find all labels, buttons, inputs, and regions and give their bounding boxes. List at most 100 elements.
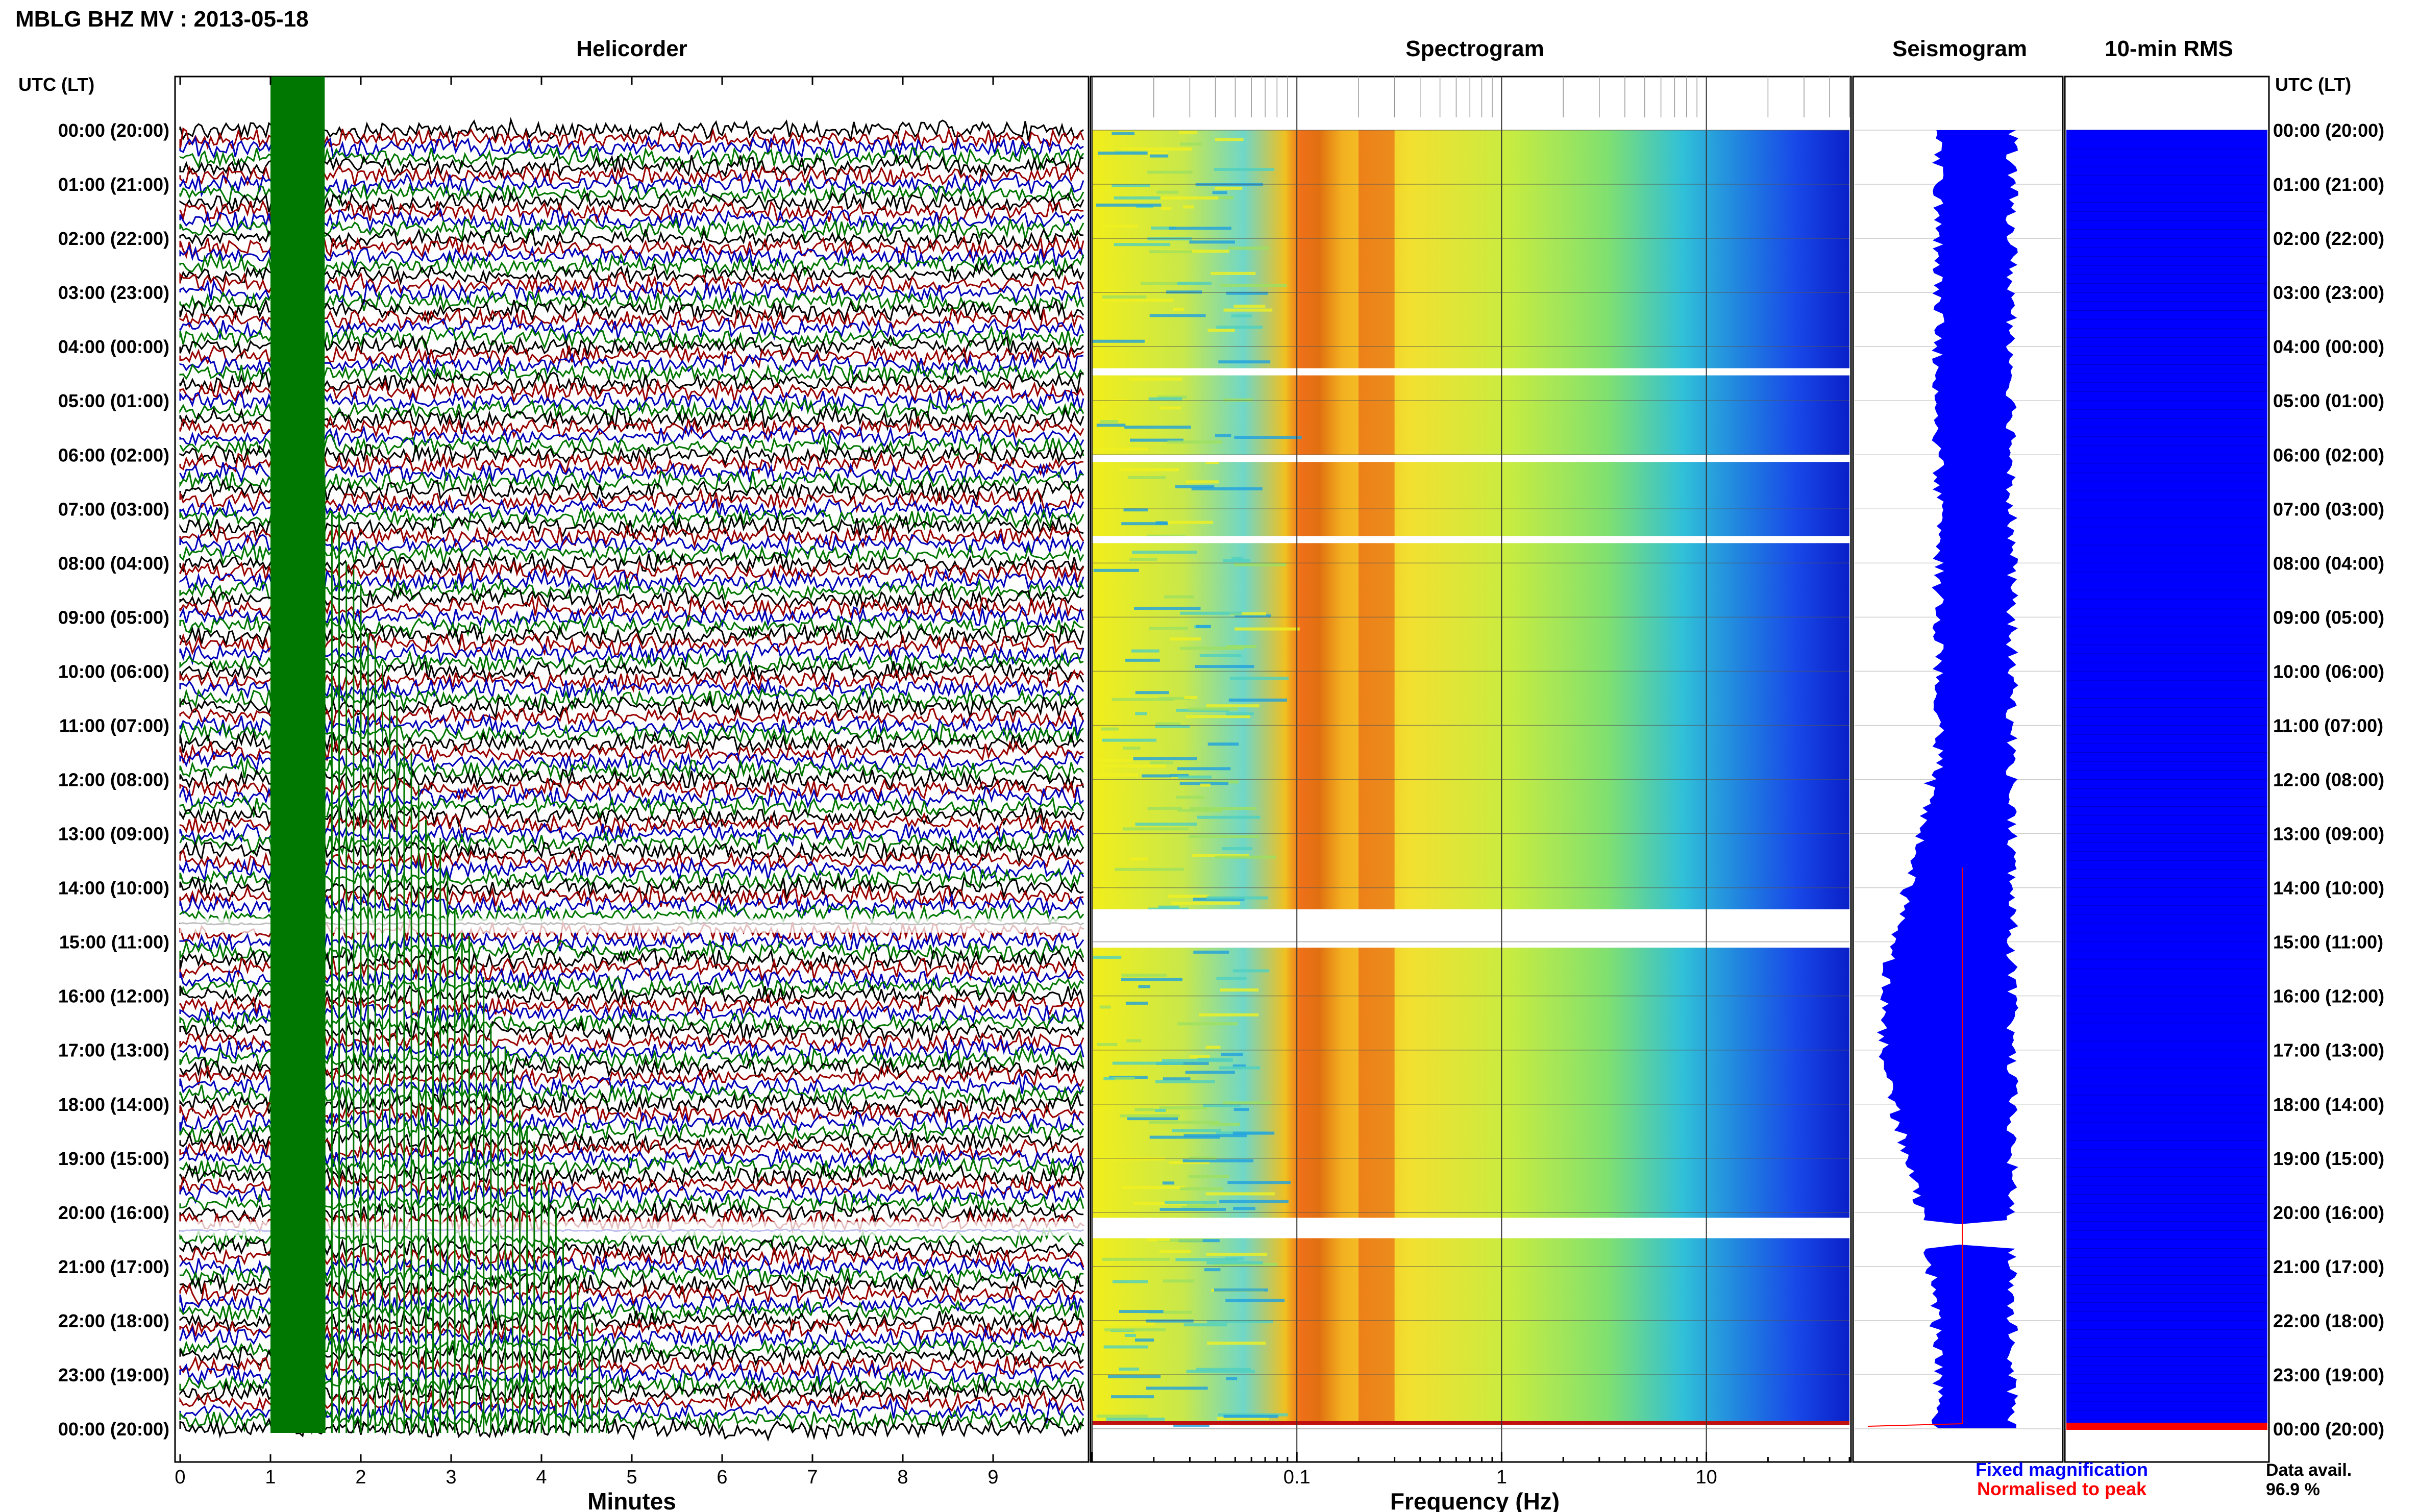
helicorder-trace-line [179,658,1084,684]
helicorder-tick-label: 1 [265,1467,276,1488]
spectrogram-streak [1205,1192,1275,1196]
spectrogram-streak [1180,1187,1223,1191]
helicorder-trace-line [179,830,1084,856]
spectrogram-streak [1107,1375,1161,1378]
spectrogram-streak [1157,1238,1203,1242]
spectrogram-streak [1168,895,1209,898]
spectrogram-streak [1092,339,1145,343]
spectrogram-streak [1207,329,1235,332]
spectrogram-peak-band [1358,130,1395,1424]
spectrogram-streak [1162,1059,1233,1062]
helicorder-trace-line [179,1272,1084,1297]
spectrogram-streak [1149,250,1193,254]
hour-label-right: 12:00 (08:00) [2273,770,2384,790]
helicorder-tick-label: 8 [897,1467,908,1488]
spectrogram-streak [1145,1319,1194,1323]
spectrogram-streak [1190,807,1257,810]
spectrogram-streak [1159,1250,1191,1253]
spectrogram-streak [1123,827,1189,831]
spectrogram-streak [1121,974,1167,977]
rms-panel [2064,76,2270,1463]
spectrogram-streak [1228,698,1287,702]
spectrogram-streak [1203,1104,1241,1107]
seismogram-title: Seismogram [1892,36,2027,61]
helicorder-trace-line [179,650,1084,676]
helicorder-trace-line [179,605,1084,630]
helicorder-trace-line [179,334,1084,360]
spectrogram-streak [1158,250,1229,253]
spectrogram-streak [1129,377,1182,381]
spectrogram-streak [1215,855,1276,859]
spectrogram-gap [1092,536,1849,543]
hour-labels-left: 00:00 (20:00) 01:00 (21:00) 02:00 (22:00) 0… [58,120,169,1440]
helicorder-trace-line [179,551,1084,576]
helicorder-trace-line [179,685,1084,711]
spectrogram-streak [1206,1252,1268,1256]
spectrogram-streak [1231,314,1252,318]
helicorder-trace-line [179,893,1084,918]
spectrogram-streak [1229,612,1266,616]
helicorder-trace-line [179,838,1084,864]
spectrogram-streak [1135,823,1197,826]
helicorder-tick-label: 4 [536,1467,547,1488]
spectrogram-streak [1232,969,1270,973]
spectrogram-streak [1101,727,1119,731]
spectrogram-title: Spectrogram [1405,36,1544,61]
helicorder-trace-line [179,676,1084,703]
spectrogram-streak [1106,1418,1165,1421]
spectrogram-streak [1098,152,1148,155]
helicorder-trace-line [179,1055,1084,1080]
helicorder-trace-line [179,523,1084,549]
spectrogram-streak [1169,1161,1210,1164]
spectrogram-streak [1215,138,1244,141]
spectrogram-streak [1112,1061,1183,1065]
helicorder-trace-line [179,200,1084,224]
helicorder-trace-line [179,1082,1084,1109]
spectrogram-streak [1101,225,1138,228]
spectrogram-streak [1183,1134,1247,1137]
spectrogram-streak [1167,440,1222,444]
spectrogram-streak [1211,271,1256,275]
hour-label-left: 01:00 (21:00) [58,174,169,195]
hour-label-left: 20:00 (16:00) [58,1202,169,1223]
spectrogram-streak [1095,1322,1155,1326]
helicorder-trace-line [179,325,1084,350]
helicorder-trace-line [179,135,1084,161]
helicorder-trace-line [179,116,1084,143]
spectrogram-streak [1206,704,1260,708]
helicorder-trace-line [179,532,1084,558]
hour-label-left: 00:00 (20:00) [58,1419,169,1440]
spectrogram-streak [1119,468,1179,472]
hour-label-right: 04:00 (00:00) [2273,336,2384,357]
spectrogram-grid [1092,77,1850,1462]
spectrogram-streak [1173,307,1184,311]
hour-label-left: 00:00 (20:00) [58,120,169,141]
helicorder-trace-line [179,668,1084,693]
spectrogram-streak [1112,1280,1148,1283]
helicorder-trace-line [179,316,1084,341]
spectrogram-streak [1205,1046,1221,1049]
spectrogram-streak [1134,1339,1154,1342]
spectrogram-streak [1163,520,1213,524]
spectrogram-streak [1163,1077,1191,1081]
hour-label-left: 07:00 (03:00) [58,499,169,519]
spectrogram-streak [1188,1175,1229,1178]
helicorder-trace-line [179,1072,1084,1098]
hour-label-left: 14:00 (10:00) [58,878,169,899]
spectrogram-streak [1134,607,1201,610]
spectrogram-streak [1175,485,1215,488]
spectrogram-streak [1149,1135,1220,1139]
spectrogram-streak [1149,314,1206,317]
hour-label-right: 07:00 (03:00) [2273,499,2384,519]
spectrogram-streak [1097,1043,1118,1046]
helicorder-trace-line [179,930,1084,954]
hour-label-left: 15:00 (11:00) [59,932,169,953]
spectrogram-streak [1191,487,1263,490]
spectrogram-streak [1129,558,1157,561]
spectrogram-streak [1216,326,1263,329]
helicorder-trace-line [179,1362,1084,1387]
hour-label-right: 19:00 (15:00) [2273,1148,2384,1169]
utc-header-left: UTC (LT) [18,74,94,95]
helicorder-tick-label: 3 [446,1467,456,1488]
spectrogram-streak [1114,196,1161,200]
